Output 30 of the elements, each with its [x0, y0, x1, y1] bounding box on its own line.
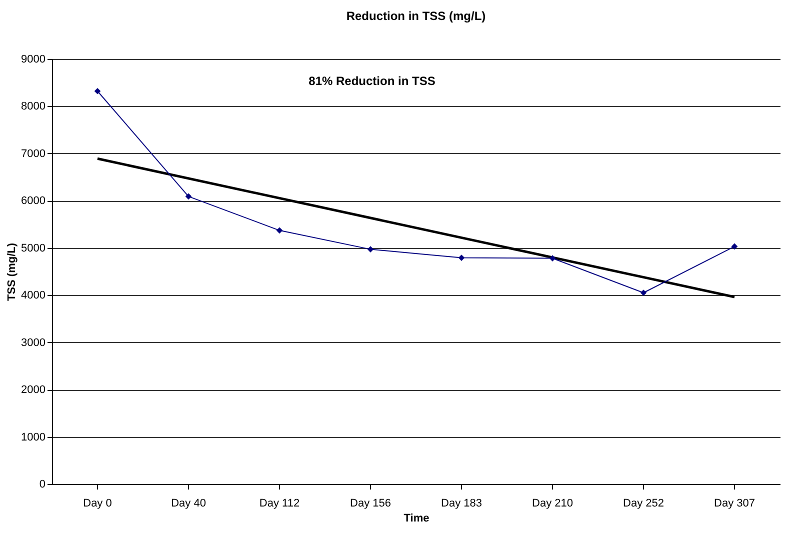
annotation: 81% Reduction in TSS: [308, 74, 436, 88]
x-tick-label: Day 156: [350, 498, 391, 510]
point: [458, 254, 465, 261]
x-tick-label: Day 112: [259, 498, 300, 510]
point: [276, 227, 283, 234]
y-tick-label: 3000: [21, 336, 46, 349]
y-axis-title: TSS (mg/L): [6, 242, 18, 302]
point: [185, 193, 192, 200]
point: [94, 88, 101, 94]
x-tick-label: Day 252: [623, 498, 664, 510]
x-tick-label: Day 183: [441, 498, 482, 510]
point: [731, 243, 738, 250]
y-tick-label: 5000: [21, 242, 46, 254]
x-tick-label: Day 0: [83, 498, 112, 510]
y-tick-label: 4000: [21, 290, 46, 302]
x-tick-label: Day 307: [714, 498, 755, 510]
y-tick-label: 8000: [21, 100, 46, 113]
x-axis-title: Time: [404, 512, 430, 524]
chart-title: Reduction in TSS (mg/L): [346, 9, 486, 23]
point: [367, 246, 374, 252]
x-tick-label: Day 40: [171, 498, 206, 510]
y-tick-label: 9000: [21, 54, 46, 66]
y-tick-label: 0: [39, 478, 46, 490]
y-tick-label: 1000: [21, 431, 46, 444]
point: [640, 290, 647, 296]
y-tick-label: 6000: [21, 195, 46, 208]
point: [549, 255, 556, 262]
y-tick-label: 2000: [21, 384, 46, 396]
x-tick-label: Day 210: [532, 498, 573, 510]
y-tick-label: 7000: [21, 148, 46, 160]
